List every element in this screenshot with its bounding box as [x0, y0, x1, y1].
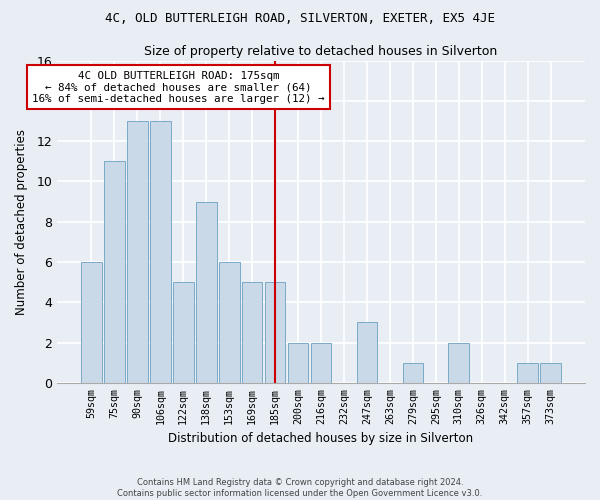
Bar	[311, 342, 331, 383]
Text: Contains HM Land Registry data © Crown copyright and database right 2024.
Contai: Contains HM Land Registry data © Crown c…	[118, 478, 482, 498]
Text: 4C OLD BUTTERLEIGH ROAD: 175sqm
← 84% of detached houses are smaller (64)
16% of: 4C OLD BUTTERLEIGH ROAD: 175sqm ← 84% of…	[32, 70, 325, 104]
Bar	[196, 202, 217, 383]
Bar	[517, 362, 538, 383]
X-axis label: Distribution of detached houses by size in Silverton: Distribution of detached houses by size …	[169, 432, 473, 445]
Bar	[403, 362, 423, 383]
Bar	[127, 121, 148, 383]
Bar	[265, 282, 286, 383]
Bar	[150, 121, 170, 383]
Bar	[104, 162, 125, 383]
Bar	[448, 342, 469, 383]
Bar	[541, 362, 561, 383]
Bar	[81, 262, 102, 383]
Bar	[242, 282, 262, 383]
Bar	[219, 262, 239, 383]
Y-axis label: Number of detached properties: Number of detached properties	[15, 128, 28, 314]
Bar	[173, 282, 194, 383]
Bar	[356, 322, 377, 383]
Bar	[288, 342, 308, 383]
Title: Size of property relative to detached houses in Silverton: Size of property relative to detached ho…	[145, 45, 497, 58]
Text: 4C, OLD BUTTERLEIGH ROAD, SILVERTON, EXETER, EX5 4JE: 4C, OLD BUTTERLEIGH ROAD, SILVERTON, EXE…	[105, 12, 495, 26]
